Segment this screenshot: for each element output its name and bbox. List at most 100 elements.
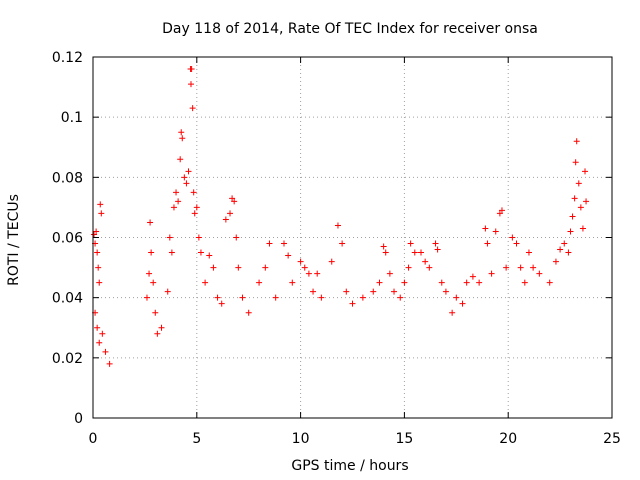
data-point (187, 81, 194, 88)
data-point (525, 249, 532, 256)
data-point (509, 234, 516, 241)
data-point (262, 264, 269, 271)
data-point (152, 309, 159, 316)
data-point (195, 234, 202, 241)
data-point (577, 204, 584, 211)
x-tick-label: 15 (395, 431, 413, 447)
data-point (106, 360, 113, 367)
data-point (178, 129, 185, 136)
data-point (314, 270, 321, 277)
data-point (175, 198, 182, 205)
y-tick-label: 0.12 (52, 50, 83, 66)
data-point (328, 258, 335, 265)
data-point (280, 240, 287, 247)
data-point (301, 264, 308, 271)
data-point (179, 135, 186, 142)
data-point (552, 258, 559, 265)
data-point (190, 189, 197, 196)
data-point (245, 309, 252, 316)
data-point (349, 300, 356, 307)
y-tick-label: 0.08 (52, 170, 83, 186)
data-point (334, 222, 341, 229)
data-point (185, 168, 192, 175)
data-point (561, 240, 568, 247)
data-point (202, 279, 209, 286)
data-point (197, 249, 204, 256)
data-point (488, 270, 495, 277)
data-point (177, 156, 184, 163)
data-point (231, 198, 238, 205)
data-point (191, 210, 198, 217)
data-point (229, 195, 236, 202)
data-point (575, 180, 582, 187)
x-tick-label: 10 (292, 431, 310, 447)
data-point (407, 240, 414, 247)
data-point (463, 279, 470, 286)
data-point (386, 270, 393, 277)
x-tick-label: 0 (89, 431, 98, 447)
data-point (91, 231, 98, 238)
data-point (218, 300, 225, 307)
data-point (235, 264, 242, 271)
data-point (484, 240, 491, 247)
data-point (567, 228, 574, 235)
data-point (370, 288, 377, 295)
data-point (569, 213, 576, 220)
data-point (189, 105, 196, 112)
data-point (94, 324, 101, 331)
data-point (573, 138, 580, 145)
x-axis-label: GPS time / hours (291, 458, 408, 474)
data-point (170, 204, 177, 211)
data-point (579, 225, 586, 232)
y-tick-label: 0.04 (52, 291, 83, 307)
y-axis-label: ROTI / TECUs (6, 194, 22, 286)
data-point (166, 234, 173, 241)
data-point (422, 258, 429, 265)
data-point (210, 264, 217, 271)
data-point (188, 66, 195, 73)
data-point (397, 294, 404, 301)
data-point (256, 279, 263, 286)
data-point (272, 294, 279, 301)
data-point (449, 309, 456, 316)
data-point (482, 225, 489, 232)
data-point (97, 201, 104, 208)
y-tick-label: 0.06 (52, 231, 83, 247)
data-point (401, 279, 408, 286)
chart-title: Day 118 of 2014, Rate Of TEC Index for r… (162, 21, 538, 37)
y-tick-label: 0.02 (52, 351, 83, 367)
data-point (305, 270, 312, 277)
data-point (154, 330, 161, 337)
data-point (193, 204, 200, 211)
data-point (164, 288, 171, 295)
data-point (492, 228, 499, 235)
data-point (536, 270, 543, 277)
data-point (382, 249, 389, 256)
data-point (583, 198, 590, 205)
y-tick-label: 0 (74, 411, 83, 427)
data-point (227, 210, 234, 217)
data-point (173, 189, 180, 196)
data-point (432, 240, 439, 247)
x-tick-label: 20 (499, 431, 517, 447)
data-point (93, 228, 100, 235)
data-point (391, 288, 398, 295)
data-point (469, 273, 476, 280)
data-point (222, 216, 229, 223)
data-point (442, 288, 449, 295)
data-point (582, 168, 589, 175)
data-point (343, 288, 350, 295)
data-point (206, 252, 213, 259)
data-point (96, 279, 103, 286)
data-point (146, 270, 153, 277)
data-point (513, 240, 520, 247)
data-point (239, 294, 246, 301)
data-point (476, 279, 483, 286)
x-tick-label: 25 (603, 431, 621, 447)
data-point (571, 195, 578, 202)
data-point (214, 294, 221, 301)
data-point (285, 252, 292, 259)
data-point (546, 279, 553, 286)
data-point (498, 207, 505, 214)
data-point (572, 159, 579, 166)
